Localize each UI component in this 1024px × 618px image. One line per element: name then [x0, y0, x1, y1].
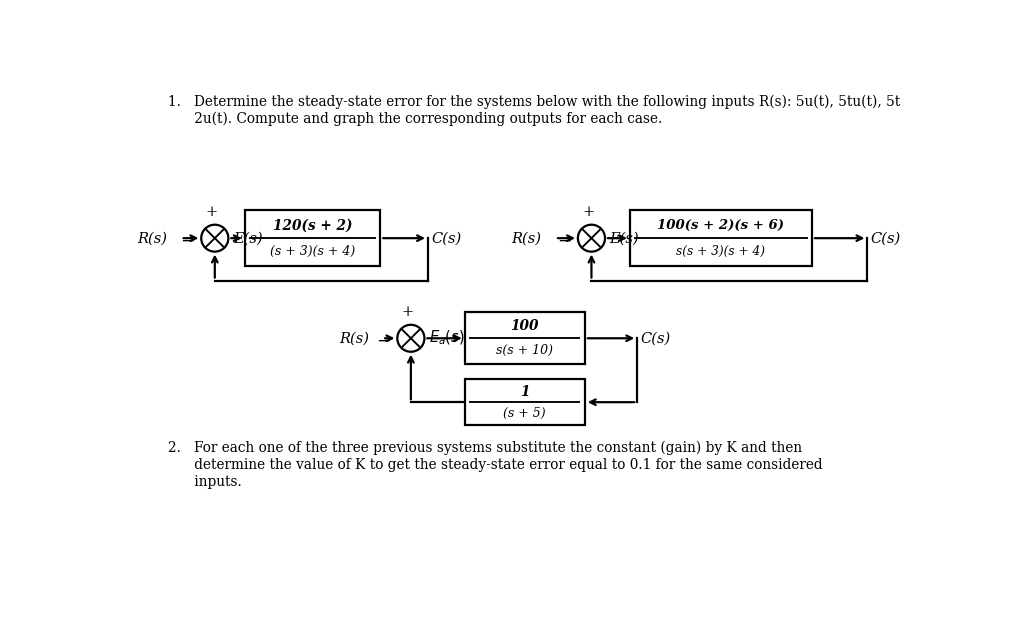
Text: 1: 1 [520, 384, 529, 399]
Text: C(s): C(s) [431, 231, 461, 245]
Text: (s + 3)(s + 4): (s + 3)(s + 4) [270, 245, 355, 258]
Text: R(s): R(s) [512, 231, 542, 245]
Text: R(s): R(s) [137, 231, 167, 245]
Text: (s + 5): (s + 5) [504, 407, 546, 420]
Bar [245, 211, 380, 266]
Text: −: − [180, 233, 195, 250]
Text: +: + [583, 205, 594, 219]
Text: 120(s + 2): 120(s + 2) [272, 218, 352, 232]
Text: 100(s + 2)(s + 6): 100(s + 2)(s + 6) [657, 219, 784, 232]
Text: 2u(t). Compute and graph the corresponding outputs for each case.: 2u(t). Compute and graph the correspondi… [168, 111, 663, 125]
Bar [630, 211, 812, 266]
Text: E(s): E(s) [609, 231, 639, 245]
Bar [465, 379, 585, 425]
Circle shape [578, 225, 605, 252]
Text: +: + [401, 305, 414, 320]
Text: C(s): C(s) [870, 231, 901, 245]
Text: s(s + 10): s(s + 10) [497, 344, 553, 357]
Text: C(s): C(s) [640, 331, 671, 345]
Text: −: − [377, 333, 391, 350]
Text: E(s): E(s) [233, 231, 262, 245]
Text: −: − [557, 233, 571, 250]
Bar [465, 312, 585, 365]
Circle shape [202, 225, 228, 252]
Text: 2.   For each one of the three previous systems substitute the constant (gain) b: 2. For each one of the three previous sy… [168, 441, 803, 455]
Text: 100: 100 [511, 320, 539, 333]
Text: +: + [206, 205, 218, 219]
Text: inputs.: inputs. [168, 475, 242, 489]
Text: s(s + 3)(s + 4): s(s + 3)(s + 4) [677, 245, 765, 258]
Text: R(s): R(s) [339, 331, 369, 345]
Text: determine the value of K to get the steady-state error equal to 0.1 for the same: determine the value of K to get the stea… [168, 457, 823, 472]
Text: $E_a(s)$: $E_a(s)$ [429, 329, 465, 347]
Text: 1.   Determine the steady-state error for the systems below with the following i: 1. Determine the steady-state error for … [168, 94, 900, 109]
Circle shape [397, 325, 424, 352]
